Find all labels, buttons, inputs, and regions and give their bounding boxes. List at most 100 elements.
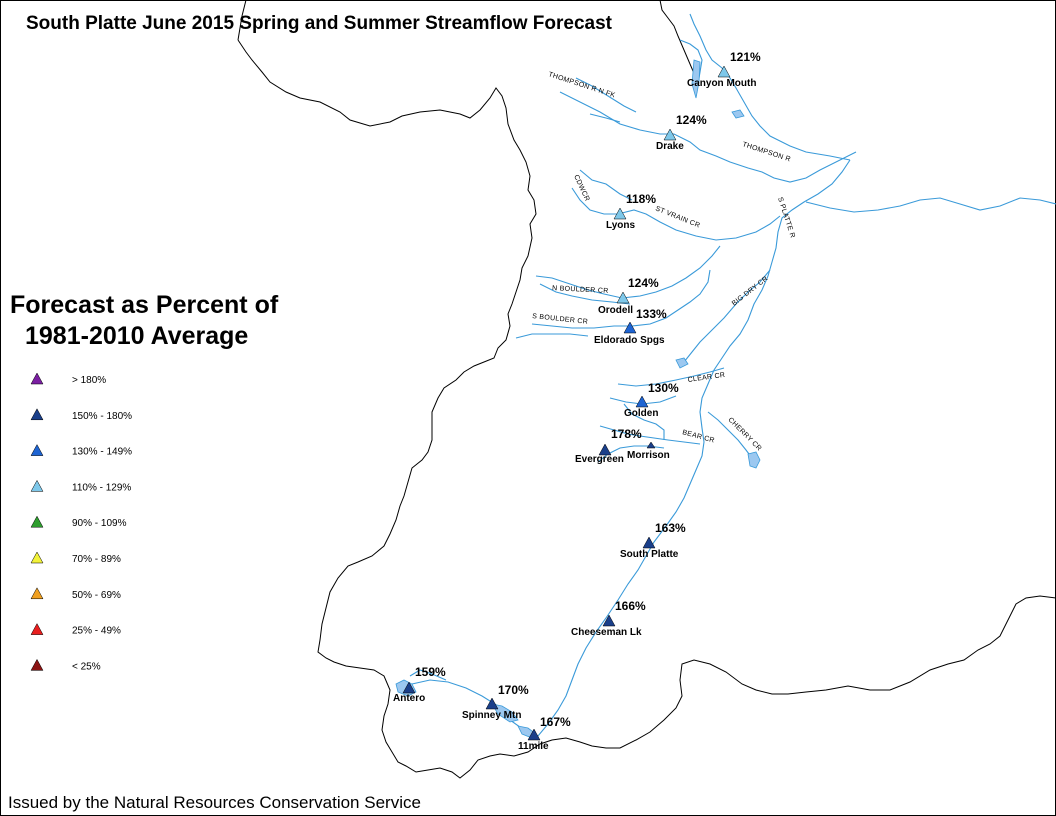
station-triangle-icon: [598, 443, 612, 456]
legend: Forecast as Percent of 1981-2010 Average…: [10, 291, 279, 672]
station-triangle-icon: [613, 207, 627, 220]
station-triangle-icon: [527, 728, 541, 741]
legend-label: 50% - 69%: [72, 590, 121, 601]
station-triangle-icon: [402, 681, 416, 694]
legend-title-line1: Forecast as Percent of: [10, 291, 279, 319]
station-percent: 121%: [730, 50, 761, 64]
station-triangle-icon: [623, 321, 637, 334]
legend-triangle-icon: [30, 623, 44, 635]
legend-label: 70% - 89%: [72, 554, 121, 565]
legend-item: 50% - 69%: [30, 587, 121, 601]
station-percent: 124%: [676, 113, 707, 127]
river-cherry-cr: [707, 411, 753, 459]
river-nfk-upper: [575, 77, 637, 113]
station-lyons[interactable]: 118% Lyons: [606, 192, 656, 231]
station-morrison[interactable]: Morrison: [627, 441, 670, 461]
station-cheeseman-lk[interactable]: 166% Cheeseman Lk: [571, 599, 646, 638]
legend-item: 70% - 89%: [30, 551, 121, 565]
station-percent: 166%: [615, 599, 646, 613]
legend-title-line2: 1981-2010 Average: [25, 322, 248, 350]
station-triangle-icon: [642, 536, 656, 549]
station-triangle-icon: [635, 395, 649, 408]
river-bear-cr: [599, 425, 701, 445]
station-triangle-icon: [717, 65, 731, 78]
legend-label: 90% - 109%: [72, 518, 127, 529]
lake-big-dry: [675, 357, 689, 369]
station-antero[interactable]: 159% Antero: [393, 665, 446, 704]
legend-label: < 25%: [72, 661, 101, 672]
legend-item: 90% - 109%: [30, 515, 127, 529]
station-name: Canyon Mouth: [687, 78, 756, 89]
river-clear-cr: [617, 367, 725, 387]
station-orodell[interactable]: 124% Orodell: [598, 276, 659, 316]
basin-boundaries: [237, 0, 1056, 779]
outer-boundary-top: [237, 0, 247, 41]
river-nfk-branch: [589, 113, 621, 123]
station-eldorado-spgs[interactable]: 133% Eldorado Spgs: [594, 307, 667, 346]
station-canyon-mouth[interactable]: 121% Canyon Mouth: [687, 50, 761, 89]
river-n-boulder: [535, 245, 721, 299]
river-big-dry: [683, 269, 771, 363]
legend-item: 110% - 129%: [30, 479, 131, 493]
legend-triangle-icon: [30, 372, 44, 385]
station-triangle-icon: [485, 697, 499, 710]
station-11mile[interactable]: 167% 11mile: [518, 715, 571, 752]
legend-label: 25% - 49%: [72, 626, 121, 637]
river-east-plains: [805, 197, 1056, 213]
station-percent: 170%: [498, 683, 529, 697]
station-name: Orodell: [598, 305, 633, 316]
river-boulder-upper: [539, 283, 631, 305]
station-name: Cheeseman Lk: [571, 627, 642, 638]
river-antero-branch: [409, 669, 447, 681]
station-percent: 163%: [655, 521, 686, 535]
station-name: Evergreen: [575, 454, 624, 465]
footer-credit: Issued by the Natural Resources Conserva…: [8, 793, 421, 812]
outer-boundary-top-right: [659, 0, 697, 79]
station-name: Spinney Mtn: [462, 710, 521, 721]
lake-boyd: [731, 109, 745, 119]
legend-item: < 25%: [30, 658, 101, 672]
legend-items: > 180% 150% - 180% 130% - 149% 110% - 129% 9…: [30, 372, 132, 672]
outer-boundary-north: [237, 39, 1056, 779]
station-percent: 133%: [636, 307, 667, 321]
river-st-vrain: [571, 187, 781, 241]
station-percent: 118%: [626, 192, 656, 206]
station-name: Golden: [624, 408, 658, 419]
station-drake[interactable]: 124% Drake: [656, 113, 707, 152]
legend-item: 130% - 149%: [30, 444, 132, 458]
station-spinney-mtn[interactable]: 170% Spinney Mtn: [462, 683, 529, 721]
station-golden[interactable]: 130% Golden: [624, 381, 679, 419]
station-percent: 124%: [628, 276, 659, 290]
legend-triangle-icon: [30, 408, 44, 421]
legend-triangle-icon: [30, 444, 44, 456]
station-name: Morrison: [627, 450, 670, 461]
lake-cherry: [747, 451, 761, 469]
station-triangle-icon: [616, 291, 630, 304]
station-name: Drake: [656, 141, 684, 152]
map-title: South Platte June 2015 Spring and Summer…: [26, 13, 613, 34]
station-percent: 167%: [540, 715, 571, 729]
lake-spinney: [491, 703, 519, 723]
station-percent: 159%: [415, 665, 446, 679]
river-s-boulder: [531, 269, 711, 329]
station-evergreen[interactable]: 178% Evergreen: [575, 427, 642, 465]
legend-triangle-icon: [30, 479, 44, 492]
legend-triangle-icon: [30, 551, 44, 564]
station-percent: 178%: [611, 427, 642, 441]
legend-label: 110% - 129%: [72, 482, 131, 493]
legend-item: 25% - 49%: [30, 623, 121, 637]
river-canyon-mouth: [689, 13, 851, 161]
river-golden-trib: [623, 403, 665, 440]
station-triangle-icon: [663, 128, 677, 141]
station-south-platte[interactable]: 163% South Platte: [620, 521, 686, 560]
station-name: 11mile: [518, 741, 549, 752]
station-percent: 130%: [648, 381, 679, 395]
river-label-n-boulder: N BOULDER CR: [552, 285, 609, 295]
station-markers: 121% Canyon Mouth 124% Drake 118% Lyons …: [393, 50, 761, 752]
river-s-boulder-lower: [515, 333, 589, 339]
legend-label: 130% - 149%: [72, 447, 132, 458]
legend-triangle-icon: [30, 658, 44, 671]
station-name: Eldorado Spgs: [594, 335, 665, 346]
